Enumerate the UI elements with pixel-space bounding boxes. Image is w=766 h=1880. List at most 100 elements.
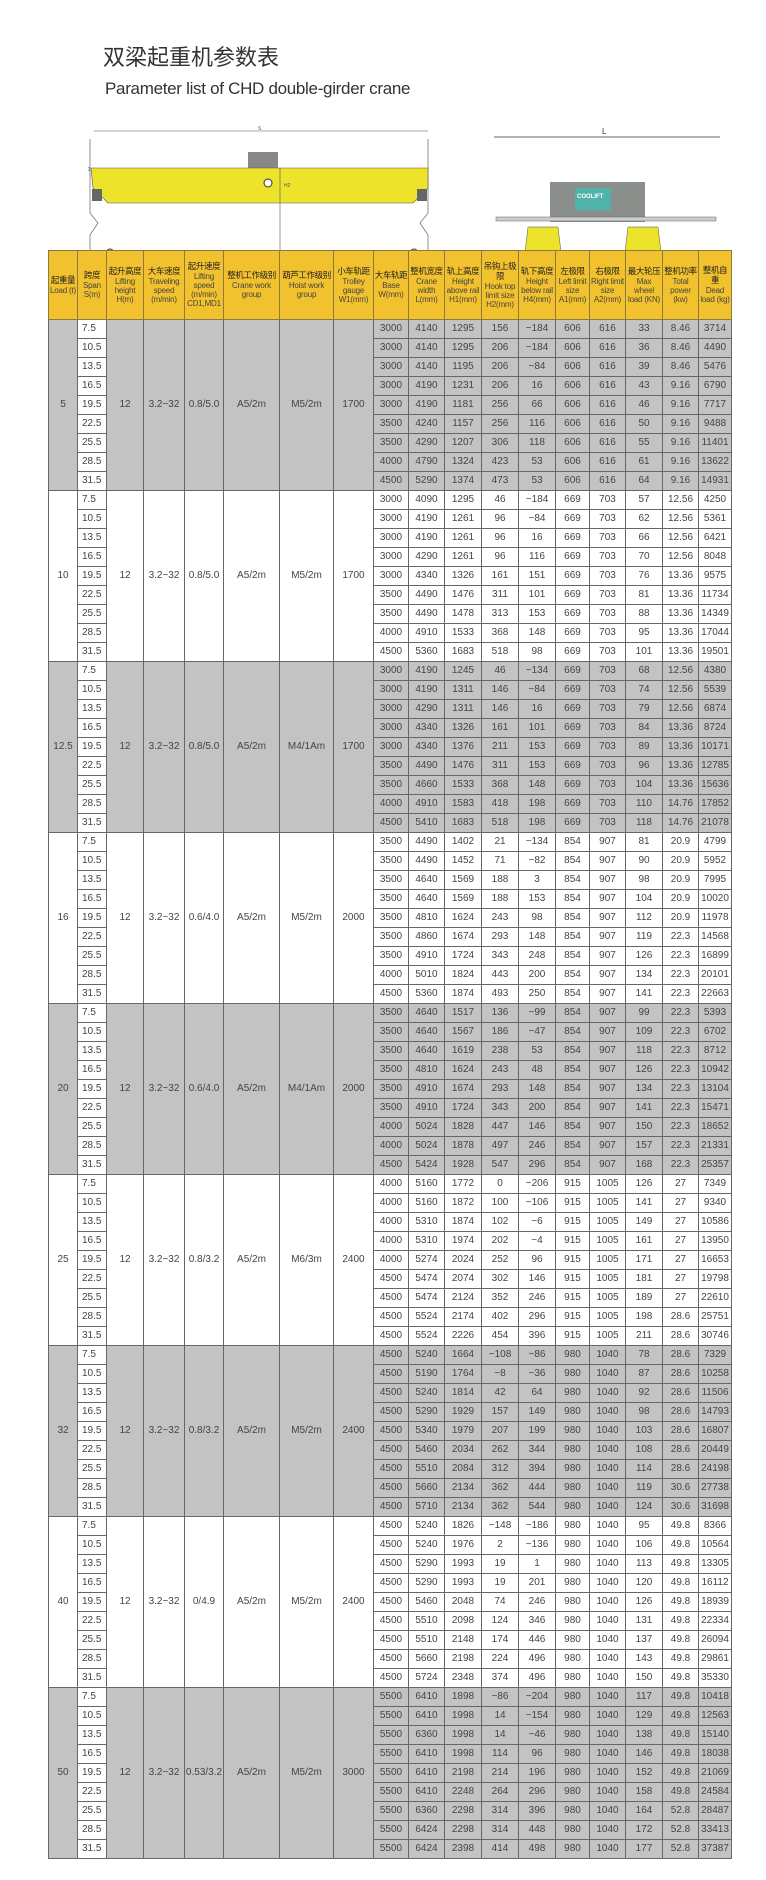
total-power-cell: 27 [662,1231,699,1251]
table-row: 25.5 3500 4660 1533 368 148 669 703 104 13.36 1563… [49,775,732,795]
total-power-cell: 49.8 [662,1630,699,1650]
max-wheel-load-cell: 181 [625,1269,663,1289]
hoist-work-group-cell: M4/1Am [279,1003,334,1175]
hook-top-limit-cell: 114 [481,1744,519,1764]
total-power-cell: 13.36 [662,718,699,738]
total-power-cell: 9.16 [662,433,699,453]
right-limit-cell: 907 [589,1136,626,1156]
max-wheel-load-cell: 150 [625,1117,663,1137]
column-header-cn: 起重量 [50,275,76,286]
left-limit-cell: 854 [555,1041,590,1061]
max-wheel-load-cell: 81 [625,832,663,852]
dead-load-cell: 7329 [698,1345,732,1365]
total-power-cell: 28.6 [662,1364,699,1384]
total-power-cell: 49.8 [662,1649,699,1669]
left-limit-cell: 854 [555,984,590,1004]
left-limit-cell: 854 [555,851,590,871]
crane-work-group-cell: A5/2m [223,1687,280,1859]
span-cell: 31.5 [77,984,107,1004]
total-power-cell: 52.8 [662,1839,699,1859]
table-row: 31.5 4500 5360 1874 493 250 854 907 141 22.3 22663 [49,984,732,1004]
total-power-cell: 27 [662,1174,699,1194]
right-limit-cell: 1005 [589,1193,626,1213]
crane-width-cell: 5724 [408,1668,445,1688]
base-cell: 4500 [373,1383,409,1403]
total-power-cell: 20.9 [662,851,699,871]
column-header-en: Total power (kw) [670,276,691,304]
height-above-rail-cell: 1452 [444,851,482,871]
max-wheel-load-cell: 117 [625,1687,663,1707]
left-limit-cell: 980 [555,1744,590,1764]
height-below-rail-cell: 444 [518,1478,556,1498]
crane-width-cell: 4910 [408,946,445,966]
total-power-cell: 13.36 [662,775,699,795]
column-header-en: Load (t) [50,285,76,295]
dead-load-cell: 3714 [698,319,732,339]
left-limit-cell: 980 [555,1402,590,1422]
dead-load-cell: 11506 [698,1383,732,1403]
table-row: 13.5 4000 5310 1874 102 −6 915 1005 149 27 10586 [49,1212,732,1232]
left-limit-cell: 915 [555,1326,590,1346]
crane-width-cell: 4190 [408,528,445,548]
span-cell: 13.5 [77,699,107,719]
total-power-cell: 8.46 [662,357,699,377]
base-cell: 3500 [373,604,409,624]
right-limit-cell: 907 [589,1022,626,1042]
total-power-cell: 28.6 [662,1383,699,1403]
base-cell: 3500 [373,775,409,795]
table-row: 10.5 4500 5240 1976 2 −136 980 1040 106 49.8 10564 [49,1535,732,1555]
hook-top-limit-cell: 124 [481,1611,519,1631]
trolley-rail [495,216,717,222]
right-limit-cell: 703 [589,642,626,662]
load-cell: 40 [48,1516,78,1688]
base-cell: 3500 [373,1041,409,1061]
total-power-cell: 13.36 [662,623,699,643]
max-wheel-load-cell: 161 [625,1231,663,1251]
lifting-speed-cell: 0.8/5.0 [184,319,224,491]
span-cell: 25.5 [77,1630,107,1650]
load-cell: 50 [48,1687,78,1859]
max-wheel-load-cell: 62 [625,509,663,529]
total-power-cell: 49.8 [662,1516,699,1536]
column-header-en: Dead load (kg) [700,286,730,304]
right-limit-cell: 907 [589,832,626,852]
base-cell: 4500 [373,1402,409,1422]
right-limit-cell: 703 [589,756,626,776]
height-above-rail-cell: 1533 [444,775,482,795]
span-cell: 22.5 [77,1269,107,1289]
base-cell: 3500 [373,1003,409,1023]
crane-width-cell: 5660 [408,1478,445,1498]
hoist-motor [575,188,611,210]
hook-top-limit-cell: 19 [481,1573,519,1593]
total-power-cell: 20.9 [662,889,699,909]
right-limit-cell: 1040 [589,1478,626,1498]
height-above-rail-cell: 1993 [444,1554,482,1574]
lifting-height-cell: 12 [106,1003,144,1175]
span-cell: 16.5 [77,1402,107,1422]
base-cell: 4500 [373,1364,409,1384]
height-below-rail-cell: −134 [518,661,556,681]
table-row: 16 7.5 12 3.2~32 0.6/4.0 A5/2m M5/2m 2000 3500 44… [48,832,732,1004]
height-below-rail-cell: 498 [518,1839,556,1859]
load-cell: 5 [48,319,78,491]
base-cell: 3000 [373,357,409,377]
crane-width-cell: 5290 [408,1402,445,1422]
total-power-cell: 9.16 [662,395,699,415]
max-wheel-load-cell: 158 [625,1782,663,1802]
hook-top-limit-cell: 256 [481,395,519,415]
right-limit-cell: 1040 [589,1364,626,1384]
right-limit-cell: 703 [589,737,626,757]
base-cell: 5500 [373,1801,409,1821]
max-wheel-load-cell: 98 [625,1402,663,1422]
height-below-rail-cell: 248 [518,946,556,966]
left-limit-cell: 669 [555,661,590,681]
height-above-rail-cell: 2174 [444,1307,482,1327]
total-power-cell: 13.36 [662,604,699,624]
left-limit-cell: 669 [555,680,590,700]
left-limit-cell: 669 [555,775,590,795]
height-below-rail-cell: 96 [518,1250,556,1270]
table-row: 13.5 3000 4290 1311 146 16 669 703 79 12.56 6874 [49,699,732,719]
hook-top-limit-cell: 362 [481,1497,519,1517]
dead-load-cell: 25751 [698,1307,732,1327]
height-below-rail-cell: 153 [518,737,556,757]
